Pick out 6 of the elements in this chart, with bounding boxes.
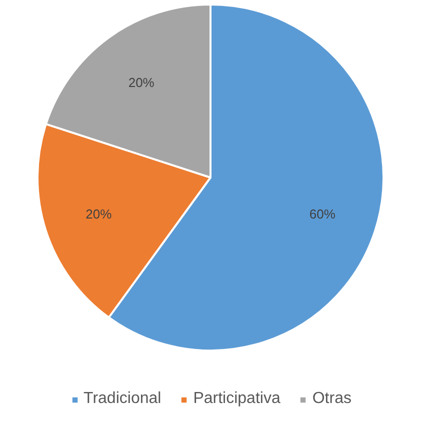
data-label: 20% (86, 206, 112, 222)
data-label: 20% (128, 74, 155, 90)
data-label: 60% (309, 206, 336, 222)
legend-label: Participativa (193, 390, 280, 408)
legend-label: Tradicional (84, 390, 162, 408)
legend-label: Otras (312, 390, 352, 408)
